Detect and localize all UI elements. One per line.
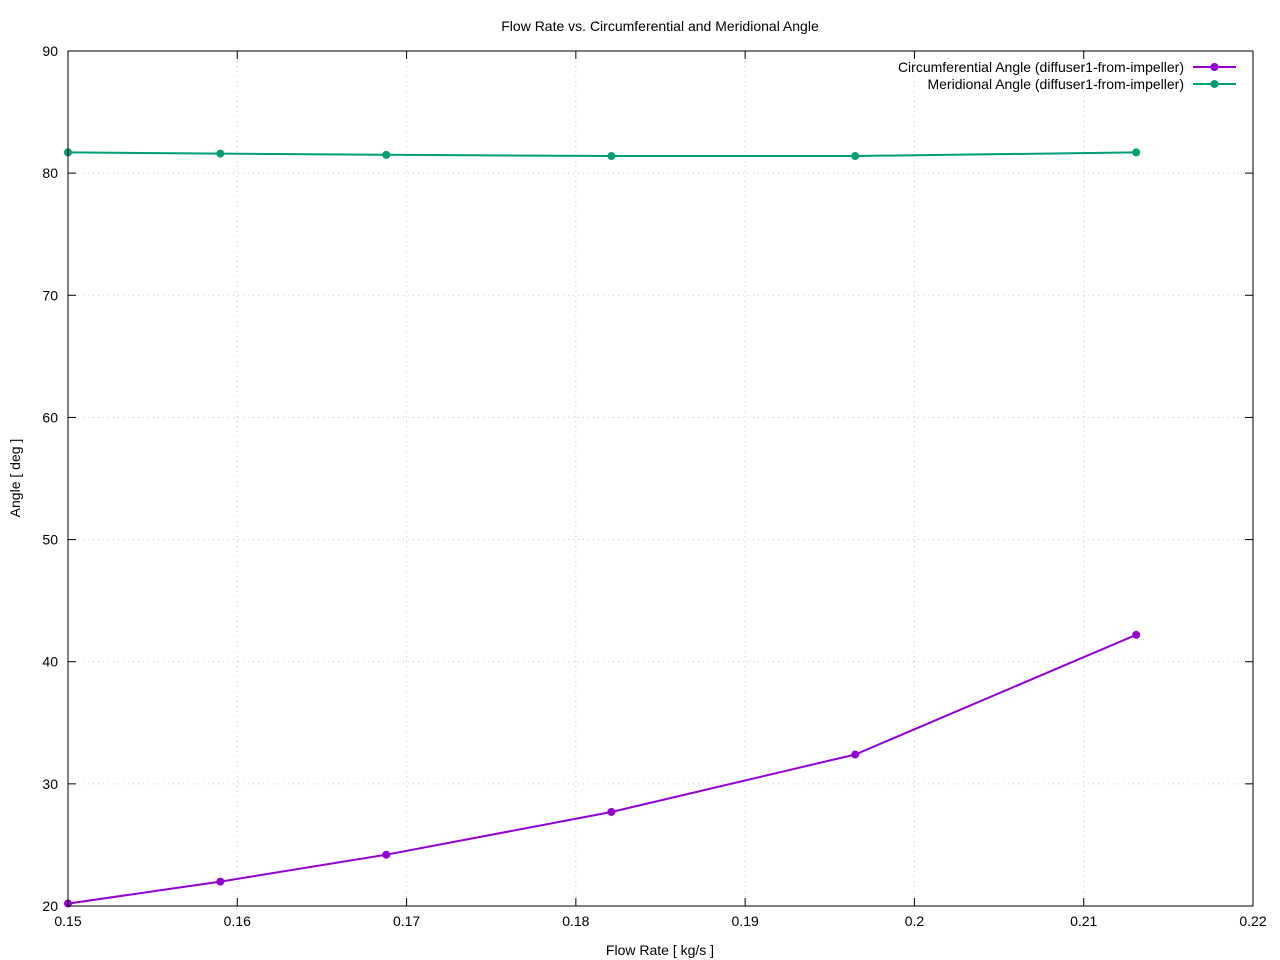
legend-label-2: Meridional Angle (diffuser1-from-impelle… xyxy=(927,76,1184,92)
series-2-point xyxy=(607,152,616,161)
y-tick-label: 50 xyxy=(42,532,58,548)
x-tick-label: 0.15 xyxy=(54,913,81,929)
series-1-point xyxy=(1132,630,1141,639)
y-axis-title: Angle [ deg ] xyxy=(7,439,23,518)
axis-ticks: 0.15 0.16 0.17 0.18 0.19 0.2 0.21 0.22 20 30 40 50 6… xyxy=(42,43,1266,929)
y-tick-label: 40 xyxy=(42,654,58,670)
series-2-point xyxy=(1132,148,1141,157)
y-tick-label: 70 xyxy=(42,287,58,303)
x-tick-label: 0.2 xyxy=(905,913,925,929)
series-line-1 xyxy=(67,633,1137,905)
series-2-point xyxy=(851,152,860,161)
legend: Circumferential Angle (diffuser1-from-im… xyxy=(898,59,1236,92)
y-tick-label: 80 xyxy=(42,165,58,181)
series-1-point xyxy=(607,807,616,816)
y-tick-label: 60 xyxy=(42,409,58,425)
legend-marker-1 xyxy=(1210,63,1219,71)
x-tick-label: 0.17 xyxy=(393,913,420,929)
x-tick-label: 0.16 xyxy=(224,913,251,929)
x-tick-label: 0.22 xyxy=(1239,913,1266,929)
series-line-2 xyxy=(67,151,1137,157)
chart-title: Flow Rate vs. Circumferential and Meridi… xyxy=(501,18,819,34)
series-layer xyxy=(64,148,1141,908)
series-2-point xyxy=(382,150,391,159)
x-tick-label: 0.18 xyxy=(562,913,589,929)
series-2-point xyxy=(216,149,225,158)
legend-marker-2 xyxy=(1210,80,1219,88)
x-axis-title: Flow Rate [ kg/s ] xyxy=(606,942,714,958)
legend-label-1: Circumferential Angle (diffuser1-from-im… xyxy=(898,59,1184,75)
grid xyxy=(68,51,1253,906)
series-1-point xyxy=(382,850,391,859)
y-tick-label: 90 xyxy=(42,43,58,59)
plot-frame xyxy=(67,50,1254,907)
x-tick-label: 0.19 xyxy=(732,913,759,929)
y-tick-label: 30 xyxy=(42,776,58,792)
x-tick-label: 0.21 xyxy=(1070,913,1097,929)
y-tick-label: 20 xyxy=(42,898,58,914)
series-1-point xyxy=(851,750,860,759)
series-1-point xyxy=(216,877,225,886)
